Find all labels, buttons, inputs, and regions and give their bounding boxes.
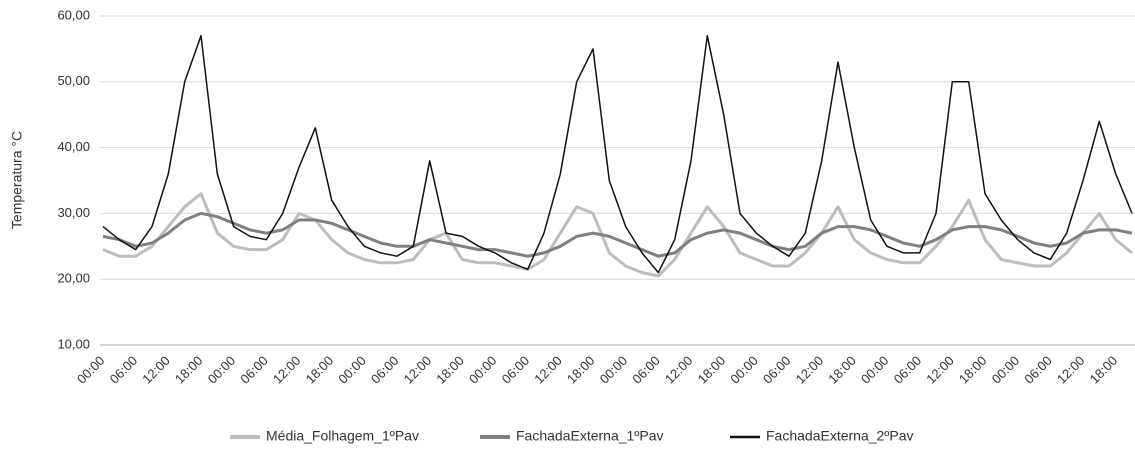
x-tick-label: 00:00: [335, 353, 369, 387]
y-tick-label: 60,00: [57, 7, 90, 22]
series-line: [102, 34, 1133, 274]
x-tick-label: 00:00: [727, 353, 761, 387]
legend-label: FachadaExterna_2ºPav: [766, 428, 914, 444]
x-tick-label: 18:00: [433, 353, 467, 387]
x-tick-label: 12:00: [531, 353, 565, 387]
x-tick-label: 06:00: [760, 353, 794, 387]
x-tick-label: 06:00: [1021, 353, 1055, 387]
x-tick-label: 00:00: [466, 353, 500, 387]
legend-label: Média_Folhagem_1ºPav: [266, 428, 419, 444]
series-line: [102, 211, 1133, 258]
x-tick-label: 06:00: [891, 353, 925, 387]
x-tick-label: 12:00: [401, 353, 435, 387]
x-tick-label: 12:00: [662, 353, 696, 387]
y-axis-label: Temperatura °C: [9, 131, 25, 229]
x-tick-label: 00:00: [597, 353, 631, 387]
y-tick-label: 50,00: [57, 73, 90, 88]
x-tick-label: 12:00: [270, 353, 304, 387]
x-tick-label: 06:00: [237, 353, 271, 387]
x-tick-label: 00:00: [989, 353, 1023, 387]
x-tick-label: 12:00: [923, 353, 957, 387]
x-tick-label: 18:00: [825, 353, 859, 387]
x-tick-label: 12:00: [139, 353, 173, 387]
x-tick-label: 18:00: [1087, 353, 1121, 387]
y-tick-label: 30,00: [57, 205, 90, 220]
y-tick-label: 40,00: [57, 139, 90, 154]
series-line: [102, 192, 1133, 278]
x-tick-label: 00:00: [858, 353, 892, 387]
x-tick-label: 18:00: [956, 353, 990, 387]
y-tick-label: 10,00: [57, 336, 90, 351]
x-tick-label: 12:00: [793, 353, 827, 387]
x-tick-label: 18:00: [172, 353, 206, 387]
x-tick-label: 00:00: [205, 353, 239, 387]
x-tick-label: 18:00: [564, 353, 598, 387]
x-tick-label: 12:00: [1054, 353, 1088, 387]
legend-label: FachadaExterna_1ºPav: [516, 428, 664, 444]
x-tick-label: 06:00: [629, 353, 663, 387]
x-tick-label: 06:00: [107, 353, 141, 387]
x-tick-label: 18:00: [695, 353, 729, 387]
x-tick-label: 18:00: [303, 353, 337, 387]
y-tick-label: 20,00: [57, 271, 90, 286]
x-tick-label: 06:00: [499, 353, 533, 387]
x-tick-label: 06:00: [368, 353, 402, 387]
x-tick-label: 00:00: [74, 353, 108, 387]
